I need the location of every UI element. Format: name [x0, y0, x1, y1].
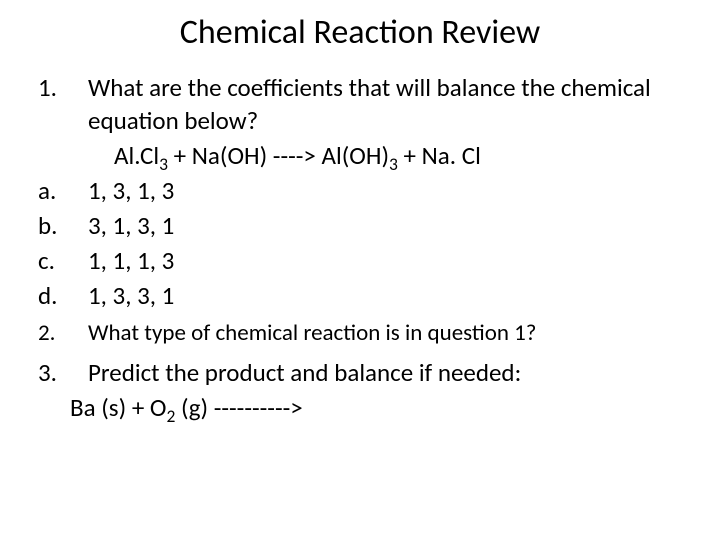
q1-marker: 1.	[30, 71, 88, 104]
opt-text: 1, 3, 1, 3	[88, 174, 690, 207]
opt-marker: c.	[30, 244, 88, 277]
option-d: d. 1, 3, 3, 1	[30, 279, 690, 312]
question-3: 3. Predict the product and balance if ne…	[30, 356, 690, 389]
q2-marker: 2.	[30, 318, 88, 348]
question-1: 1. What are the coefficients that will b…	[30, 71, 690, 137]
question-2: 2. What type of chemical reaction is in …	[30, 318, 690, 348]
eq-part: Al.Cl	[114, 140, 159, 171]
q3-text: Predict the product and balance if neede…	[88, 356, 690, 389]
opt-text: 1, 3, 3, 1	[88, 279, 690, 312]
page-title: Chemical Reaction Review	[30, 12, 690, 53]
opt-marker: b.	[30, 209, 88, 242]
eq-sub: 3	[159, 153, 168, 175]
q3-equation: Ba (s) + O2 (g) ---------->	[30, 391, 690, 424]
eq-part: + Na(OH) ----> Al(OH)	[168, 140, 389, 171]
opt-text: 1, 1, 1, 3	[88, 244, 690, 277]
opt-marker: d.	[30, 279, 88, 312]
q3-marker: 3.	[30, 356, 88, 389]
eq-sub: 3	[389, 153, 398, 175]
q1-text: What are the coefficients that will bala…	[88, 71, 690, 137]
opt-marker: a.	[30, 174, 88, 207]
q1-equation: Al.Cl3 + Na(OH) ----> Al(OH)3 + Na. Cl	[30, 139, 690, 172]
body-content: 1. What are the coefficients that will b…	[30, 71, 690, 424]
option-c: c. 1, 1, 1, 3	[30, 244, 690, 277]
q2-text: What type of chemical reaction is in que…	[88, 318, 690, 348]
eq-part: Ba (s) + O	[70, 392, 166, 423]
slide: Chemical Reaction Review 1. What are the…	[0, 0, 720, 540]
eq-part: (g) ---------->	[175, 392, 302, 423]
opt-text: 3, 1, 3, 1	[88, 209, 690, 242]
eq-part: + Na. Cl	[398, 140, 481, 171]
option-a: a. 1, 3, 1, 3	[30, 174, 690, 207]
option-b: b. 3, 1, 3, 1	[30, 209, 690, 242]
